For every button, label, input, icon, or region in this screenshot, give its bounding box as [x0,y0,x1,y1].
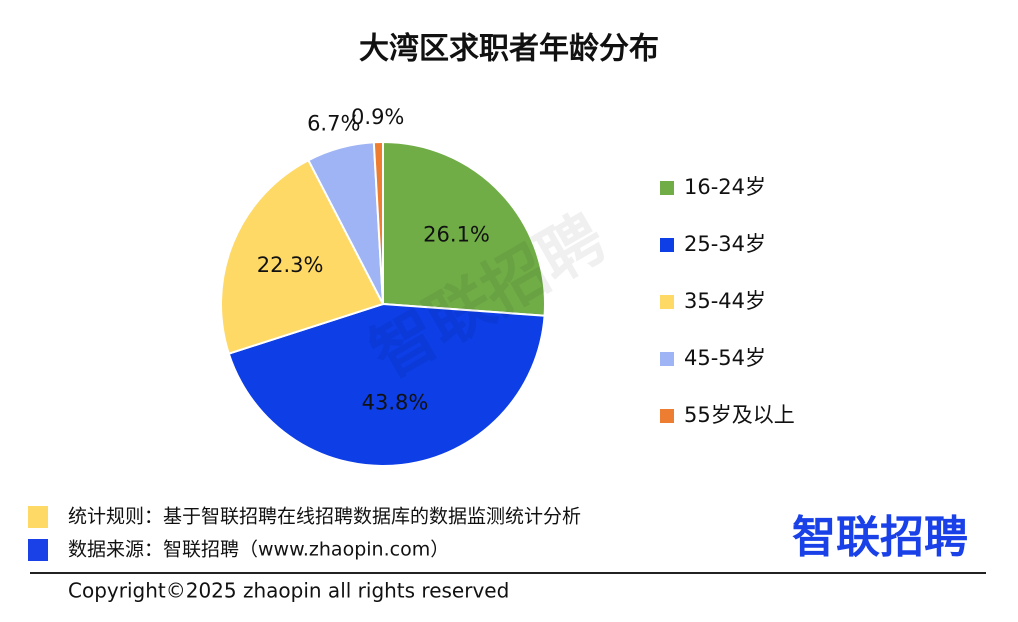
data-label: 43.8% [362,391,429,415]
note-swatch [28,506,48,528]
legend-swatch [660,238,674,252]
pie-slice [220,158,385,355]
data-label: 22.3% [257,253,324,277]
data-label: 0.9% [351,105,404,129]
legend-swatch [660,295,674,309]
copyright: Copyright©2025 zhaopin all rights reserv… [68,579,509,603]
legend-swatch [660,409,674,423]
data-label: 26.1% [423,223,490,247]
legend-label: 25-34岁 [684,232,766,256]
note-swatch [28,539,48,561]
note-text: 数据来源：智联招聘（www.zhaopin.com） [68,539,449,561]
legend-swatch [660,352,674,366]
legend-label: 35-44岁 [684,289,766,313]
logo: 智联招聘 [792,512,968,563]
legend-label: 55岁及以上 [684,403,795,427]
note-text: 统计规则：基于智联招聘在线招聘数据库的数据监测统计分析 [68,506,581,528]
pie-slice [227,302,546,467]
chart-title: 大湾区求职者年龄分布 [359,32,659,67]
data-label: 6.7% [307,111,360,135]
pie-slice [382,140,546,317]
pie: 26.1% 43.8% 22.3% 6.7%0.9% [220,105,546,467]
legend-swatch [660,181,674,195]
footer: 统计规则：基于智联招聘在线招聘数据库的数据监测统计分析数据来源：智联招聘（www… [28,506,581,561]
pie-slice [372,140,384,305]
legend-label: 16-24岁 [684,175,766,199]
legend-label: 45-54岁 [684,346,766,370]
legend: 16-24岁 25-34岁 35-44岁 45-54岁 55岁及以上 [660,175,795,427]
